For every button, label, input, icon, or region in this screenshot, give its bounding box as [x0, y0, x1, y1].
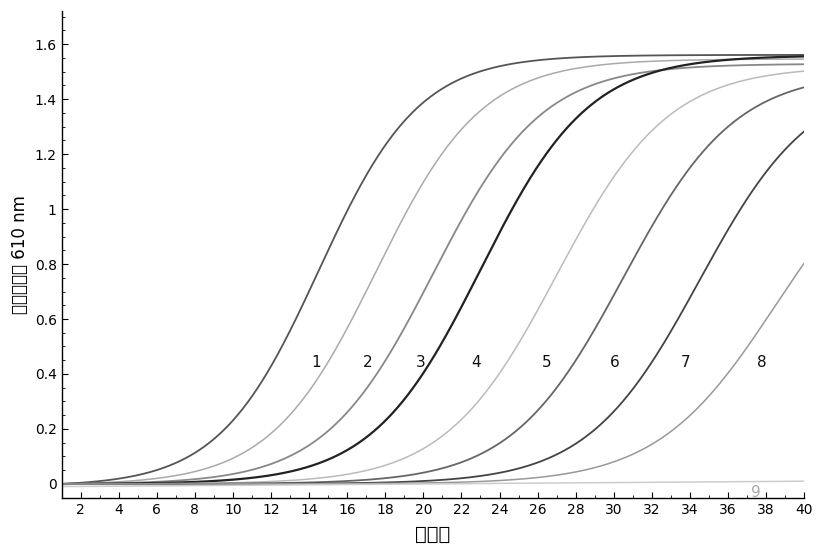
Text: 1: 1: [311, 356, 321, 371]
Y-axis label: 荧光信号値 610 nm: 荧光信号値 610 nm: [11, 195, 29, 314]
Text: 2: 2: [363, 356, 372, 371]
Text: 4: 4: [471, 356, 480, 371]
Text: 3: 3: [416, 356, 425, 371]
Text: 8: 8: [756, 356, 766, 371]
Text: 6: 6: [610, 356, 620, 371]
Text: 5: 5: [541, 356, 551, 371]
Text: 9: 9: [751, 485, 761, 500]
Text: 7: 7: [681, 356, 690, 371]
X-axis label: 循环数: 循环数: [415, 525, 451, 544]
